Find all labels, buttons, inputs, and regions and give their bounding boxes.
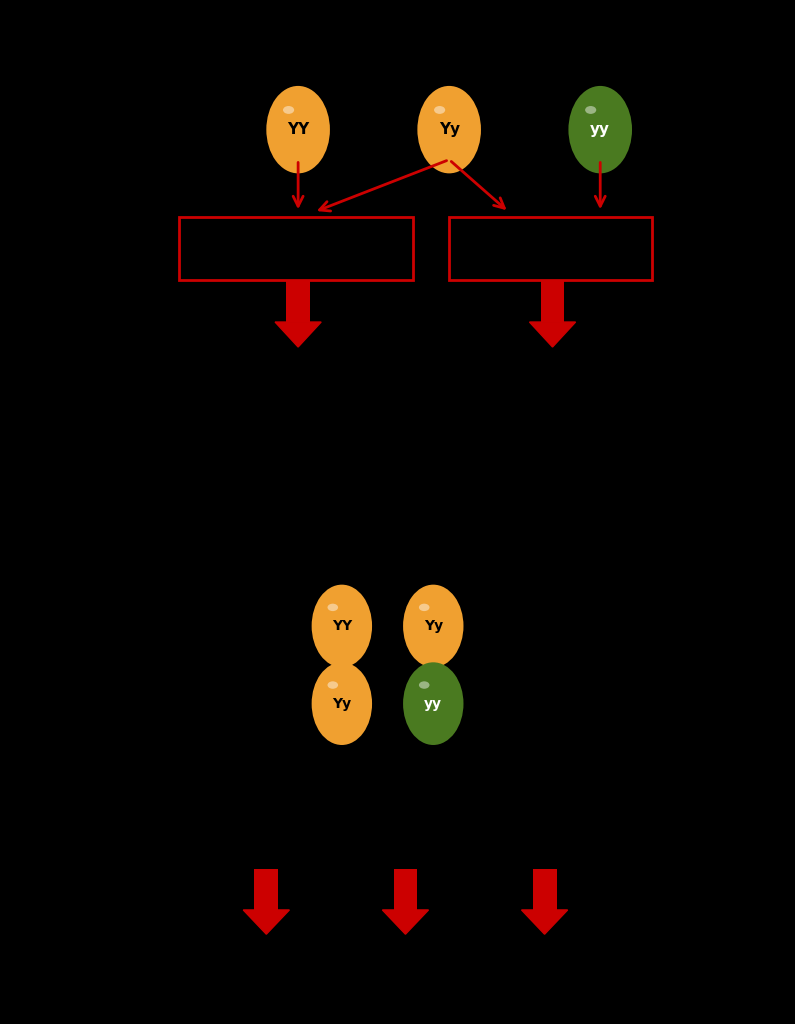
Text: Yy: Yy bbox=[332, 696, 351, 711]
Text: YY: YY bbox=[287, 122, 309, 137]
Bar bbox=[533, 868, 556, 910]
Ellipse shape bbox=[312, 585, 372, 668]
Polygon shape bbox=[382, 910, 429, 934]
Text: Yy: Yy bbox=[424, 618, 443, 633]
Ellipse shape bbox=[419, 604, 429, 611]
Text: yy: yy bbox=[425, 696, 442, 711]
Polygon shape bbox=[243, 910, 289, 934]
Ellipse shape bbox=[419, 681, 429, 689]
Polygon shape bbox=[522, 910, 568, 934]
Ellipse shape bbox=[568, 86, 632, 173]
Bar bbox=[254, 868, 278, 910]
Ellipse shape bbox=[585, 106, 596, 114]
Ellipse shape bbox=[403, 585, 463, 668]
Ellipse shape bbox=[312, 663, 372, 745]
Polygon shape bbox=[275, 322, 321, 347]
Ellipse shape bbox=[434, 106, 445, 114]
Text: yy: yy bbox=[590, 122, 611, 137]
Ellipse shape bbox=[403, 663, 463, 745]
Bar bbox=[541, 280, 564, 322]
Ellipse shape bbox=[417, 86, 481, 173]
Bar bbox=[179, 217, 413, 280]
Text: YY: YY bbox=[332, 618, 352, 633]
Ellipse shape bbox=[328, 681, 338, 689]
Ellipse shape bbox=[328, 604, 338, 611]
Ellipse shape bbox=[283, 106, 294, 114]
Polygon shape bbox=[529, 322, 576, 347]
Bar bbox=[394, 868, 417, 910]
Text: Yy: Yy bbox=[439, 122, 460, 137]
Ellipse shape bbox=[266, 86, 330, 173]
Bar bbox=[449, 217, 652, 280]
Bar bbox=[286, 280, 310, 322]
